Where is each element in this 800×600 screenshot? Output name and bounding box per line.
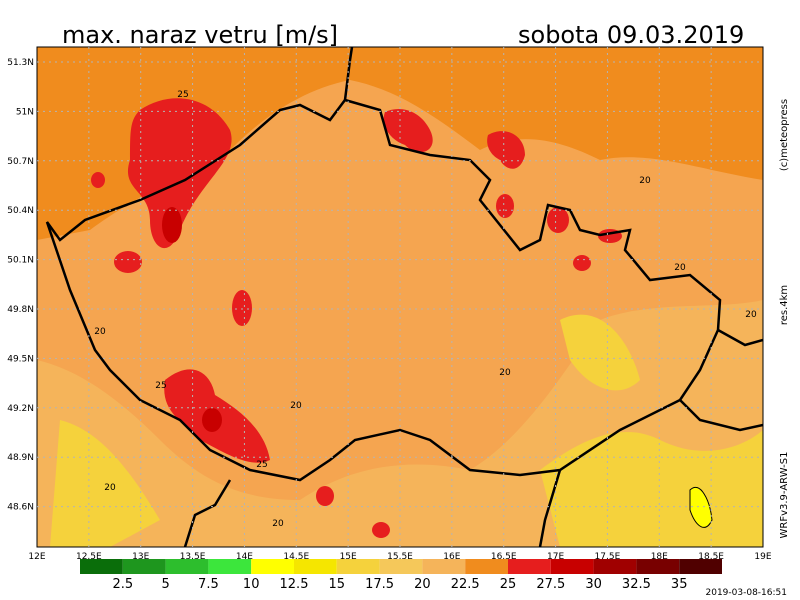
contour-label: 20 [499,368,511,378]
contour-label: 25 [256,460,267,470]
lat-label: 48.9N [7,453,34,463]
lon-label: 18E [651,552,668,562]
legend-label: 17.5 [365,577,394,592]
legend-swatch [294,559,337,574]
legend-swatch [208,559,252,574]
model-name: WRFv3.9-ARW-S1 [779,452,790,539]
legend-swatch [379,559,423,574]
field-calm [50,314,763,547]
legend-swatch [122,559,166,574]
legend-swatch [422,559,466,574]
lat-label: 50.4N [7,206,34,216]
field-strong [37,47,763,240]
contour-label: 20 [745,310,757,320]
legend-swatch [251,559,294,574]
legend-swatch [679,559,722,574]
legend-swatch [636,559,680,574]
lon-label: 15E [340,552,357,562]
gust-area [547,207,569,233]
legend-label: 12.5 [280,577,309,592]
lat-label: 48.6N [7,503,34,513]
legend-label: 27.5 [536,577,565,592]
lon-label: 16E [443,552,460,562]
field-calmest [689,487,713,528]
legend-label: 35 [671,577,688,592]
contour-label: 25 [177,90,188,100]
contour-label: 20 [674,263,686,273]
lat-label: 49.8N [7,305,34,315]
legend-label: 5 [161,577,169,592]
gust-area [91,172,105,188]
country-border [183,47,763,547]
legend-label: 25 [500,577,517,592]
lon-label: 14E [236,552,253,562]
legend-swatch [80,559,123,574]
lon-label: 17.5E [595,552,621,562]
gust-core [202,408,222,432]
gust-area [127,98,232,249]
legend-label: 10 [243,577,260,592]
lat-label: 51N [16,107,34,117]
gust-area [487,131,525,169]
map-field [37,47,763,547]
lon-label: 13.5E [180,552,206,562]
gust-area [496,194,514,218]
lon-label: 12E [28,552,45,562]
legend-swatch [465,559,508,574]
gust-area [114,251,142,273]
map-title: max. naraz vetru [m/s] [62,21,338,49]
contour-label: 20 [290,401,302,411]
gust-area [316,486,334,506]
legend-swatch [508,559,551,574]
gust-area [232,290,252,326]
lon-label: 15.5E [387,552,413,562]
lat-label: 50.7N [7,157,34,167]
lon-label: 12.5E [76,552,102,562]
legend-label: 7.5 [198,577,219,592]
contour-label: 25 [155,381,166,391]
timestamp: 2019-03-08-16:51 [706,588,788,598]
contour-label: 20 [639,176,651,186]
map-overlay: 51.3N 51N 50.7N 50.4N 50.1N 49.8N 49.5N 49.2N 48… [7,47,772,592]
contour-label: 20 [104,483,116,493]
gust-area [383,109,433,153]
gust-core [162,207,182,243]
legend-label: 32.5 [622,577,651,592]
country-border [45,98,722,482]
legend-label: 20 [414,577,431,592]
resolution: res.4km [779,285,790,325]
lon-label: 14.5E [283,552,309,562]
legend-swatch [593,559,637,574]
lon-label: 16.5E [491,552,517,562]
lon-label: 17E [547,552,564,562]
contour-label: 20 [94,327,106,337]
legend-label: 2.5 [112,577,133,592]
legend-swatch [165,559,209,574]
contour-label: 20 [272,519,284,529]
legend-label: 22.5 [451,577,480,592]
gust-area [372,522,390,538]
map-date: sobota 09.03.2019 [518,21,744,49]
legend-label: 15 [329,577,346,592]
gust-area [573,255,591,271]
legend-label: 30 [585,577,602,592]
legend-swatch [336,559,380,574]
lon-label: 18.5E [698,552,724,562]
lat-label: 49.5N [7,354,34,364]
legend-swatch [550,559,594,574]
copyright: (c)meteopress [779,99,790,171]
lat-label: 49.2N [7,404,34,414]
lon-label: 19E [754,552,771,562]
lon-label: 13E [132,552,149,562]
lat-label: 51.3N [7,58,34,68]
lat-label: 50.1N [7,256,34,266]
